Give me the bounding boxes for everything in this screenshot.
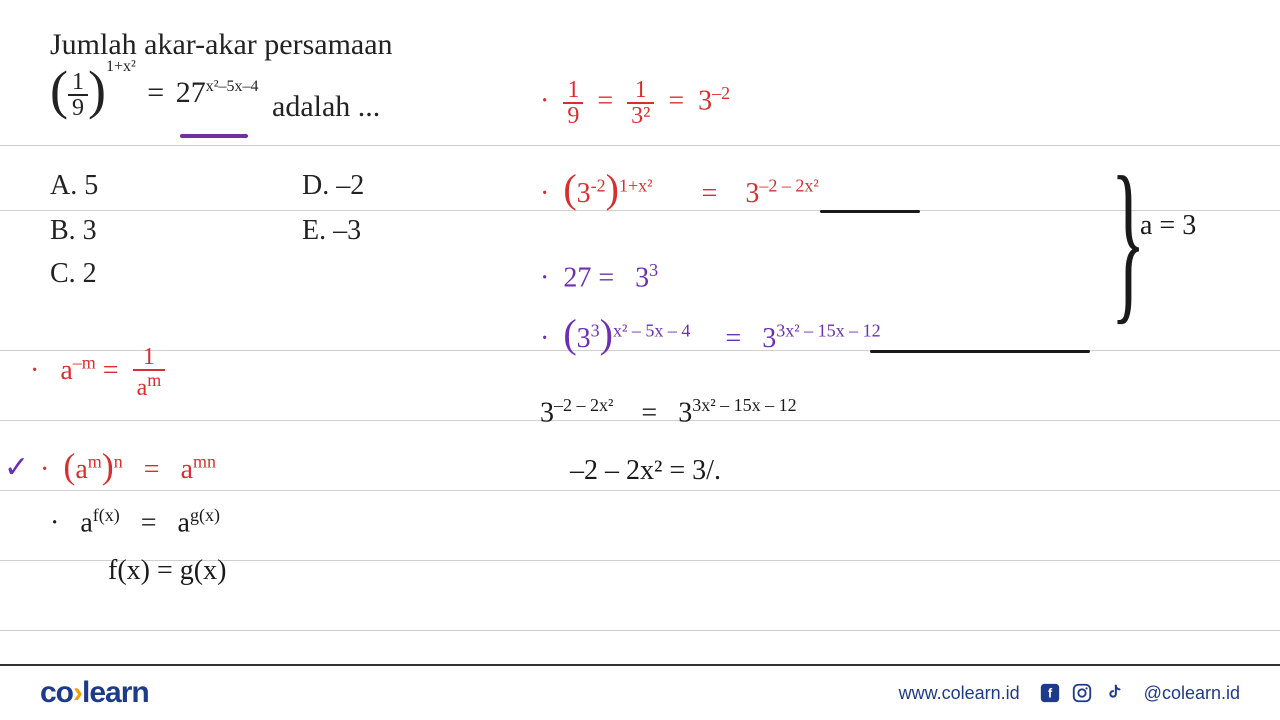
equation-underline bbox=[180, 134, 248, 138]
rule-3: · af(x) = ag(x) bbox=[50, 505, 220, 539]
red-work-line2: · (3-2)1+x² = 3–2 – 2x² bbox=[540, 165, 819, 212]
choice-e: E. –3 bbox=[302, 215, 361, 247]
question-title: Jumlah akar-akar persamaan bbox=[50, 28, 393, 62]
red-work-underline bbox=[820, 210, 920, 213]
black-work-line2: –2 – 2x² = 3/. bbox=[570, 455, 721, 487]
choice-c: C. 2 bbox=[50, 258, 97, 290]
footer-url: www.colearn.id bbox=[899, 683, 1020, 704]
social-icons: f bbox=[1038, 681, 1126, 705]
footer: co›learn www.colearn.id f @colearn.id bbox=[0, 664, 1280, 720]
brace-label: a = 3 bbox=[1140, 210, 1196, 242]
red-work-line1: · 19 = 13² = 3–2 bbox=[540, 78, 730, 128]
rule-4: f(x) = g(x) bbox=[108, 555, 226, 587]
checkmark-icon: ✓ bbox=[4, 450, 29, 485]
rule-2: · (am)n = amn bbox=[40, 445, 216, 487]
instagram-icon bbox=[1070, 681, 1094, 705]
question-equation: (19)1+x² = 27x²–5x–4 bbox=[50, 70, 259, 120]
logo: co›learn bbox=[40, 676, 149, 710]
rule-1: · a–m = 1am bbox=[30, 345, 165, 400]
choice-d: D. –2 bbox=[302, 170, 364, 202]
footer-handle: @colearn.id bbox=[1144, 683, 1240, 704]
choice-b: B. 3 bbox=[50, 215, 97, 247]
facebook-icon: f bbox=[1038, 681, 1062, 705]
purple-work-line2: · (33)x² – 5x – 4 = 33x² – 15x – 12 bbox=[540, 310, 881, 357]
purple-work-line1: · 27 = 33 bbox=[540, 260, 658, 294]
question-adalah: adalah ... bbox=[272, 90, 380, 124]
purple-work-underline bbox=[870, 350, 1090, 353]
svg-text:f: f bbox=[1048, 686, 1053, 701]
black-work-line1: 3–2 – 2x² = 33x² – 15x – 12 bbox=[540, 395, 797, 429]
tiktok-icon bbox=[1102, 681, 1126, 705]
choice-a: A. 5 bbox=[50, 170, 98, 202]
logo-accent-icon: › bbox=[73, 676, 82, 709]
